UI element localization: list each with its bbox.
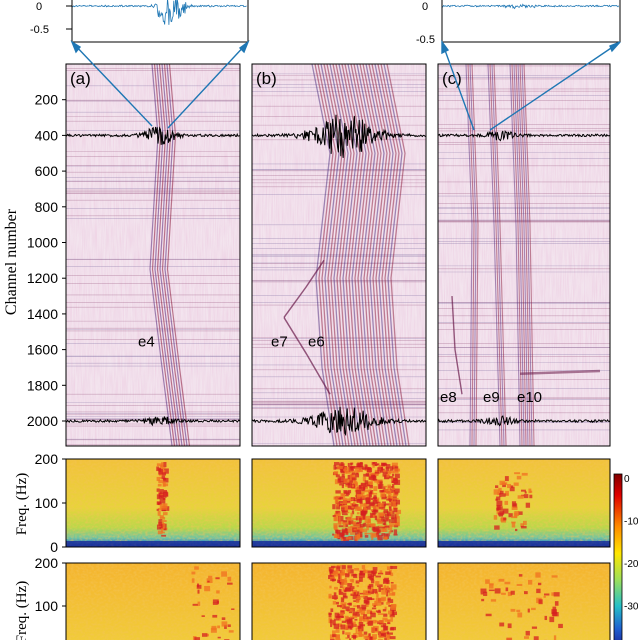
event-label-e10: e10 [517,389,542,406]
inset-c-ytick-neg05: -0.5 [416,34,435,46]
colorbar-tick-label: -20 [624,559,639,570]
spec-tick-label: 0 [50,539,58,555]
event-label-e9: e9 [483,389,500,406]
y-tick-label: 800 [35,199,59,215]
event-label-e8: e8 [440,389,457,406]
event-label-e6: e6 [308,334,325,351]
das-panel-a: (a) [65,63,241,447]
zoom-lines [70,39,621,131]
spectrogram-row-1-ylabel: Freq. (Hz) [14,473,30,535]
y-tick-label: 1200 [27,270,58,286]
spectrogram-row-2 [65,562,611,640]
y-tick-label: 1800 [27,377,58,393]
y-axis: 200 400 600 800 1000 1200 1400 1600 1800 2000 [27,92,66,429]
event-labels: e4 e7 e6 e8 e9 e10 [138,334,542,406]
spec-tick-label: 200 [35,451,59,467]
das-panel-b: (b) [251,63,427,447]
spectrogram-row-2-y-axis: 100 200 [35,555,66,614]
y-tick-label: 1000 [27,235,58,251]
y-tick-label: 600 [35,163,59,179]
y-axis-label: Channel number [3,208,20,315]
event-label-e4: e4 [138,334,155,351]
inset-a-ytick-0: 0 [36,1,42,13]
spec-tick-label: 100 [35,598,59,614]
y-tick-label: 1600 [27,342,58,358]
y-tick-label: 400 [35,127,59,143]
colorbar-tick-label: 0 [624,474,630,485]
colorbar: 0-10-20-30-40 [613,473,639,640]
spectrogram-row-1 [65,458,611,548]
das-panel-c: (c) [437,63,611,447]
spec-tick-label: 100 [35,495,59,511]
panel-label-b: (b) [256,69,277,88]
waveform-inset-a: 0 -0.5 [30,0,249,43]
colorbar-tick-label: -10 [624,517,639,528]
colorbar-tick-label: -30 [624,602,639,613]
y-tick-label: 1400 [27,306,58,322]
panel-label-a: (a) [70,69,91,88]
spectrogram-row-2-ylabel: Freq. (Hz) [14,581,30,640]
inset-c-ytick-0: 0 [422,1,428,13]
y-tick-label: 2000 [27,413,58,429]
y-tick-label: 200 [35,92,59,108]
inset-a-ytick-neg05: -0.5 [30,24,49,36]
event-label-e7: e7 [271,334,288,351]
spec-tick-label: 200 [35,555,59,571]
panel-label-c: (c) [442,69,462,88]
waveform-inset-c: 0 -0.5 [416,0,621,46]
spectrogram-row-1-y-axis: 0 100 200 [35,451,66,555]
